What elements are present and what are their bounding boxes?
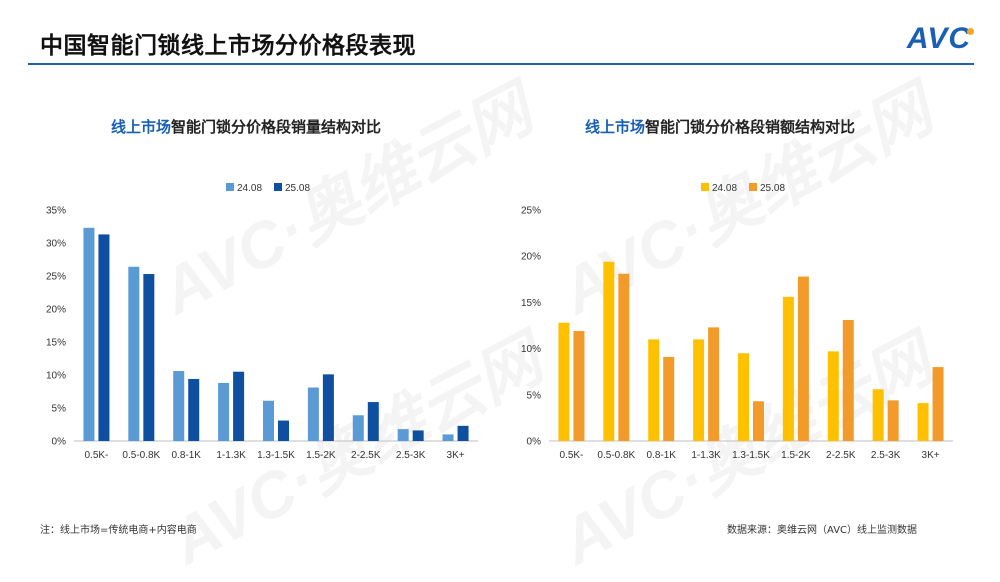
x-tick-label: 0.8-1K <box>646 450 676 461</box>
bar <box>98 234 110 441</box>
logo-dot-icon <box>967 28 974 35</box>
legend-swatch <box>701 183 709 191</box>
y-tick-label: 10% <box>521 344 541 355</box>
bar <box>603 261 615 441</box>
x-tick-label: 0.5-0.8K <box>597 450 635 461</box>
x-tick-label: 2-2.5K <box>826 450 856 461</box>
bar <box>693 339 705 441</box>
legend-swatch <box>274 183 282 191</box>
y-tick-label: 20% <box>521 252 541 263</box>
bar <box>618 273 630 441</box>
y-tick-label: 30% <box>46 239 66 250</box>
x-tick-label: 0.5K- <box>559 450 583 461</box>
bar <box>573 331 585 441</box>
bar <box>753 401 764 441</box>
x-tick-label: 2.5-3K <box>396 450 426 461</box>
x-tick-label: 2-2.5K <box>351 450 381 461</box>
bar <box>887 400 899 441</box>
bar <box>367 402 379 441</box>
x-tick-label: 3K+ <box>922 450 940 461</box>
bar <box>842 319 854 441</box>
page-title: 中国智能门锁线上市场分价格段表现 <box>40 33 416 59</box>
footnote-market-definition: 注：线上市场=传统电商+内容电商 <box>40 525 197 536</box>
bar <box>558 322 570 441</box>
logo-text: AVC <box>906 22 971 55</box>
y-tick-label: 0% <box>527 437 542 448</box>
y-tick-label: 15% <box>46 338 66 349</box>
bar <box>263 400 274 441</box>
bar <box>457 425 469 441</box>
bar <box>797 276 809 441</box>
y-tick-label: 5% <box>52 404 67 415</box>
bar <box>917 403 929 441</box>
chart-title-text: 智能门锁分价格段销量结构对比 <box>171 118 382 136</box>
bar <box>442 434 454 441</box>
bar <box>188 378 200 441</box>
bar <box>278 420 289 441</box>
bar <box>128 266 140 441</box>
bar <box>663 356 675 441</box>
x-tick-label: 0.8-1K <box>171 450 201 461</box>
legend-label: 24.08 <box>712 183 737 194</box>
bar <box>143 274 155 441</box>
x-tick-label: 1.5-2K <box>306 450 336 461</box>
chart-title-highlight: 线上市场 <box>585 118 646 136</box>
legend-label: 25.08 <box>760 183 785 194</box>
bar <box>352 415 364 441</box>
y-tick-label: 20% <box>46 305 66 316</box>
volume-chart: 24.08 25.08 0% 5% 10% 15% 20% 25% 30% 35% 0.5K- 0.5… <box>46 183 478 461</box>
bar <box>412 430 424 441</box>
bar <box>932 367 944 441</box>
bar <box>708 327 720 441</box>
legend-label: 25.08 <box>285 183 310 194</box>
x-tick-label: 1.3-1.5K <box>732 450 770 461</box>
bar <box>233 371 245 441</box>
x-tick-label: 1.3-1.5K <box>257 450 295 461</box>
bar <box>827 351 839 441</box>
bar <box>782 296 794 441</box>
y-tick-label: 0% <box>52 437 67 448</box>
header-divider <box>28 63 974 65</box>
bar <box>83 227 95 441</box>
y-tick-label: 25% <box>46 272 66 283</box>
chart-title-text: 智能门锁分价格段销额结构对比 <box>645 118 856 136</box>
x-tick-label: 1-1.3K <box>691 450 721 461</box>
y-tick-label: 25% <box>521 206 541 217</box>
legend-swatch <box>749 183 757 191</box>
footnote-data-source: 数据来源：奥维云网（AVC）线上监测数据 <box>727 525 918 536</box>
avc-logo: AVC <box>907 22 974 56</box>
bar <box>173 371 185 441</box>
chart-title-highlight: 线上市场 <box>111 118 172 136</box>
bar <box>872 389 884 441</box>
y-tick-label: 35% <box>46 206 66 217</box>
bar <box>218 382 230 441</box>
bar <box>322 374 334 441</box>
x-tick-label: 0.5-0.8K <box>122 450 160 461</box>
amount-chart: 24.08 25.08 0% 5% 10% 15% 20% 25% 0.5K- 0.5-0.8K 0… <box>521 183 953 461</box>
bar <box>307 387 319 441</box>
bar <box>648 339 660 441</box>
legend-label: 24.08 <box>237 183 262 194</box>
x-tick-label: 1.5-2K <box>781 450 811 461</box>
y-tick-label: 5% <box>527 390 542 401</box>
x-tick-label: 3K+ <box>447 450 465 461</box>
y-tick-label: 10% <box>46 371 66 382</box>
bar <box>397 429 409 441</box>
x-tick-label: 1-1.3K <box>216 450 246 461</box>
x-tick-label: 2.5-3K <box>871 450 901 461</box>
chart-title-volume: 线上市场智能门锁分价格段销量结构对比 <box>111 116 381 137</box>
legend-swatch <box>226 183 234 191</box>
bar <box>738 353 749 441</box>
y-tick-label: 15% <box>521 298 541 309</box>
chart-title-amount: 线上市场智能门锁分价格段销额结构对比 <box>585 116 855 137</box>
x-tick-label: 0.5K- <box>84 450 108 461</box>
